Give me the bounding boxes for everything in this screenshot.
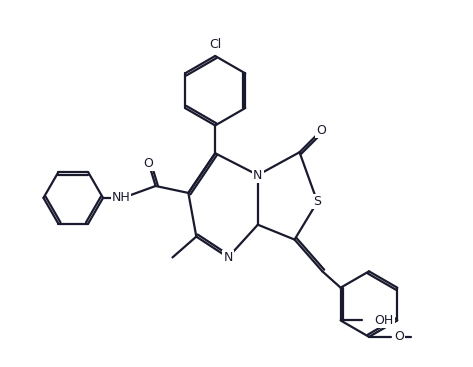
Text: O: O — [144, 157, 154, 170]
Text: OH: OH — [374, 314, 394, 327]
Text: O: O — [394, 330, 403, 344]
Text: O: O — [316, 124, 326, 137]
Text: NH: NH — [112, 191, 130, 204]
Text: Cl: Cl — [209, 37, 221, 51]
Text: N: N — [253, 168, 263, 182]
Text: N: N — [223, 251, 233, 264]
Text: S: S — [314, 195, 321, 208]
